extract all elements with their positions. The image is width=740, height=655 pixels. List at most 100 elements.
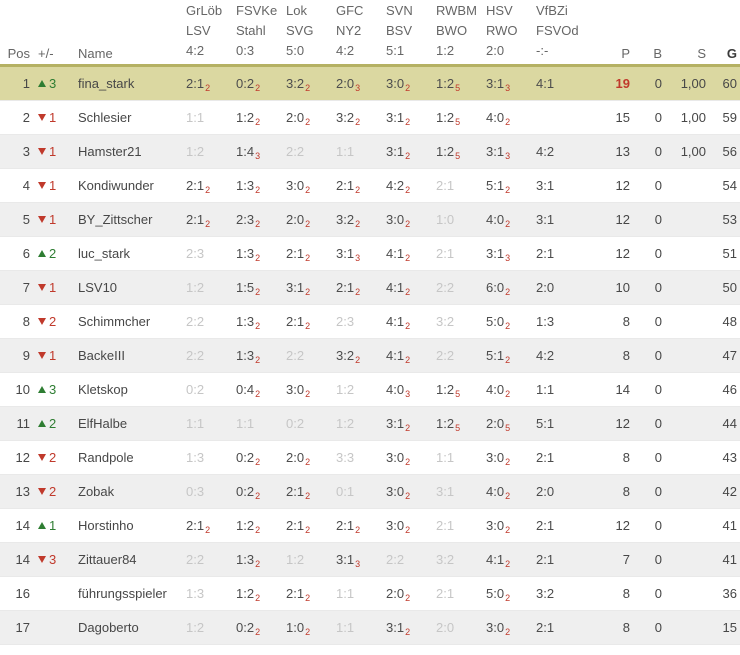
match-column-header: FSVKe Stahl 0:3 — [236, 1, 286, 61]
prediction-cell: 2:12 — [186, 212, 236, 229]
prediction-points: 2 — [305, 117, 311, 127]
header-name: Name — [78, 46, 113, 61]
prediction-score: 3:2 — [436, 552, 455, 567]
prediction-points: 2 — [405, 525, 411, 535]
trend-down-icon — [38, 284, 46, 291]
prediction-cell: 0:1 — [336, 484, 386, 499]
points-value: 7 — [622, 552, 630, 567]
prediction-points: 5 — [455, 423, 461, 433]
prediction-cell: 2:0 — [436, 620, 486, 635]
prediction-points: 2 — [205, 185, 211, 195]
bonus-value: 0 — [654, 416, 662, 431]
player-name: Hamster21 — [78, 144, 142, 159]
prediction-score: 2:2 — [436, 280, 455, 295]
prediction-points: 5 — [505, 423, 511, 433]
prediction-score: 2:1 — [286, 246, 305, 261]
trend-value: 3 — [49, 76, 57, 91]
trend-down-icon — [38, 182, 46, 189]
match-column-header: GrLöb LSV 4:2 — [186, 1, 236, 61]
total-value: 46 — [722, 382, 737, 397]
row-trend: 3 — [30, 382, 76, 397]
row-position: 11 — [16, 416, 31, 431]
bonus-value: 0 — [654, 76, 662, 91]
row-position: 7 — [22, 280, 30, 295]
total-value: 47 — [722, 348, 737, 363]
trend-value: 2 — [49, 416, 57, 431]
prediction-score: 2:1 — [186, 518, 205, 533]
total-value: 41 — [722, 518, 737, 533]
prediction-cell: 3:22 — [336, 212, 386, 229]
prediction-score: 3:1 — [386, 416, 405, 431]
prediction-points: 2 — [255, 593, 261, 603]
player-name: Horstinho — [78, 518, 134, 533]
prediction-points: 2 — [355, 355, 361, 365]
prediction-cell: 1:2 — [286, 552, 336, 567]
player-name: fina_stark — [78, 76, 135, 91]
prediction-points: 2 — [305, 593, 311, 603]
prediction-score: 1:3 — [236, 178, 255, 193]
table-row: 9 1 BackeIII 2:2 1:32 2:2 3:22 4:12 2:2 … — [0, 339, 740, 373]
match-result: 1:2 — [436, 43, 455, 58]
prediction-cell: 0:2 — [286, 416, 336, 431]
prediction-points: 2 — [405, 457, 411, 467]
points-value: 8 — [622, 348, 630, 363]
prediction-points: 2 — [305, 525, 311, 535]
prediction-cell: 2:03 — [336, 76, 386, 93]
prediction-score: 3:1 — [486, 246, 505, 261]
row-position: 3 — [22, 144, 30, 159]
prediction-points: 2 — [205, 525, 211, 535]
prediction-points: 2 — [305, 457, 311, 467]
prediction-points: 3 — [355, 83, 361, 93]
prediction-cell: 3:2 — [436, 314, 486, 329]
prediction-points: 2 — [355, 219, 361, 229]
trend-up-icon — [38, 420, 46, 427]
prediction-score: 1:3 — [536, 314, 555, 329]
match-home-team: SVN — [386, 3, 413, 18]
prediction-score: 2:2 — [286, 144, 305, 159]
prediction-cell: 2:12 — [336, 178, 386, 195]
prediction-cell: 1:52 — [236, 280, 286, 297]
prediction-cell: 2:3 — [186, 246, 236, 261]
row-position: 6 — [22, 246, 30, 261]
prediction-cell: 2:12 — [286, 518, 336, 535]
total-value: 54 — [722, 178, 737, 193]
trend-value: 2 — [49, 484, 57, 499]
bonus-value: 0 — [654, 518, 662, 533]
prediction-cell: 0:42 — [236, 382, 286, 399]
prediction-points: 2 — [505, 559, 511, 569]
bonus-value: 0 — [654, 144, 662, 159]
trend-down-icon — [38, 148, 46, 155]
prediction-score: 4:0 — [486, 110, 505, 125]
match-result: 0:3 — [236, 43, 255, 58]
total-value: 43 — [722, 450, 737, 465]
row-trend: 2 — [30, 246, 76, 261]
match-result: -:- — [536, 43, 549, 58]
prediction-score: 3:0 — [386, 518, 405, 533]
header-bonus: B — [653, 46, 662, 61]
row-trend: 1 — [30, 144, 76, 159]
prediction-cell: 0:3 — [186, 484, 236, 499]
prediction-cell: 3:1 — [436, 484, 486, 499]
total-value: 50 — [722, 280, 737, 295]
match-result: 4:2 — [186, 43, 205, 58]
prediction-cell: 3:13 — [486, 246, 536, 263]
table-header: Pos +/- Name GrLöb LSV 4:2 FSVKe Stahl 0… — [0, 0, 740, 67]
points-value: 12 — [615, 246, 630, 261]
bonus-value: 0 — [654, 348, 662, 363]
prediction-cell: 3:13 — [336, 552, 386, 569]
prediction-cell: 3:1 — [536, 178, 586, 193]
table-row: 4 1 Kondiwunder 2:12 1:32 3:02 2:12 4:22… — [0, 169, 740, 203]
prediction-cell: 4:12 — [386, 280, 436, 297]
prediction-score: 2:3 — [186, 246, 205, 261]
prediction-points: 2 — [255, 321, 261, 331]
prediction-score: 1:0 — [436, 212, 455, 227]
prediction-score: 1:2 — [336, 416, 355, 431]
prediction-points: 2 — [505, 321, 511, 331]
prediction-cell: 3:22 — [336, 348, 386, 365]
prediction-points: 2 — [355, 185, 361, 195]
prediction-cell: 3:12 — [386, 144, 436, 161]
match-column-header: RWBM BWO 1:2 — [436, 1, 486, 61]
prediction-points: 2 — [355, 117, 361, 127]
prediction-score: 2:1 — [436, 246, 455, 261]
points-value: 8 — [622, 450, 630, 465]
